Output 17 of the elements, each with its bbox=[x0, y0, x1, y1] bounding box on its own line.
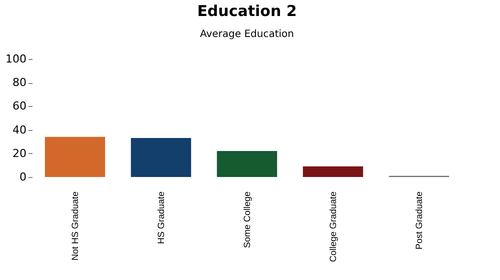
bar bbox=[216, 151, 278, 177]
y-tick-label: 20 bbox=[12, 146, 26, 160]
chart-title: Education 2 bbox=[197, 2, 297, 20]
x-tick-label: Not HS Graduate bbox=[70, 192, 80, 261]
chart-subtitle: Average Education bbox=[200, 29, 294, 40]
y-tick-label: 80 bbox=[12, 76, 26, 90]
x-tick-label: Some College bbox=[242, 192, 252, 248]
y-tick-label: 40 bbox=[12, 123, 26, 136]
bar bbox=[302, 166, 364, 177]
y-tick-label: 0 bbox=[20, 170, 26, 184]
bar bbox=[44, 136, 106, 177]
y-tick-label: 60 bbox=[12, 100, 26, 113]
x-tick-label: HS Graduate bbox=[156, 192, 166, 244]
bar bbox=[130, 138, 192, 177]
x-tick-label: Post Graduate bbox=[414, 192, 424, 250]
x-tick-label: College Graduate bbox=[328, 192, 338, 262]
y-tick-label: 100 bbox=[6, 52, 26, 66]
